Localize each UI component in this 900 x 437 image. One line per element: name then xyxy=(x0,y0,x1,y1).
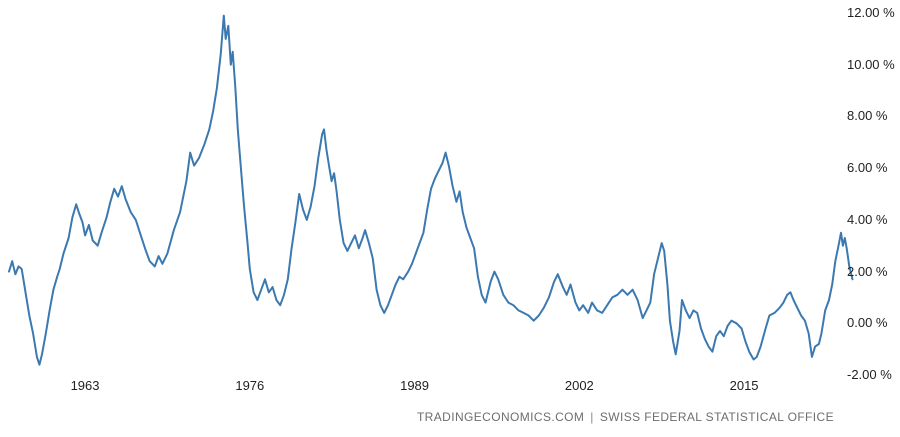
x-axis-tick-label: 1989 xyxy=(400,378,430,393)
attribution-separator: | xyxy=(590,410,594,424)
y-axis-tick-label: 6.00 % xyxy=(847,160,888,176)
inflation-line-series xyxy=(8,14,854,366)
y-axis-tick-label: 4.00 % xyxy=(847,211,888,227)
chart-attribution: TRADINGECONOMICS.COM | SWISS FEDERAL STATI… xyxy=(417,410,834,424)
y-axis-tick-label: 8.00 % xyxy=(847,108,888,124)
y-axis-tick-label: 0.00 % xyxy=(847,315,888,331)
x-axis-tick-label: 2015 xyxy=(729,378,759,393)
y-axis-tick-label: 12.00 % xyxy=(847,5,895,20)
x-axis-tick-label: 2002 xyxy=(564,378,594,393)
y-axis-tick-label: 2.00 % xyxy=(847,263,888,279)
data-source-link[interactable]: SWISS FEDERAL STATISTICAL OFFICE xyxy=(599,410,834,424)
y-axis-tick-label: -2.00 % xyxy=(847,367,892,382)
x-axis-tick-label: 1976 xyxy=(235,378,265,393)
y-axis-tick-label: 10.00 % xyxy=(847,56,895,72)
tradingeconomics-link[interactable]: TRADINGECONOMICS.COM xyxy=(416,410,585,424)
x-axis-tick-label: 1963 xyxy=(70,378,100,393)
